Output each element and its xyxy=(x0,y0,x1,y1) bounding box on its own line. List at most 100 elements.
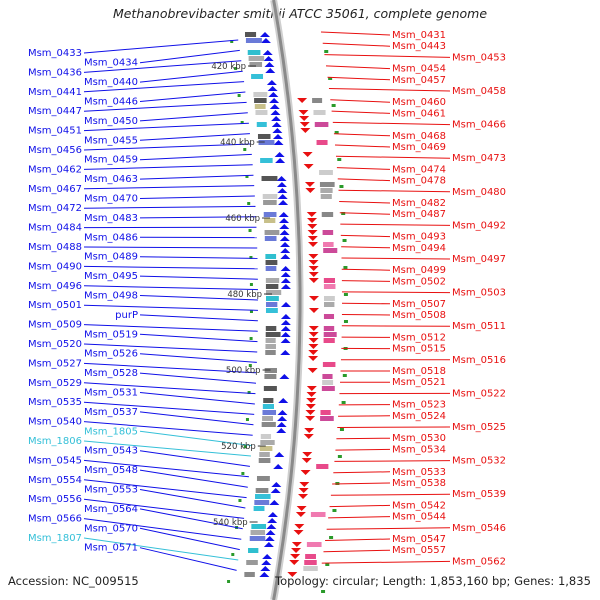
gene-label-left: Msm_0434 xyxy=(84,58,138,69)
plus-gene-arrow xyxy=(280,350,291,355)
minus-gene-arrow xyxy=(305,404,316,409)
right-callout-line xyxy=(339,212,391,215)
gene-block xyxy=(259,452,270,457)
gene-block xyxy=(265,260,278,265)
gene-label-right: Msm_0533 xyxy=(392,467,446,478)
gene-label-left: Msm_1807 xyxy=(28,533,82,544)
gene-label-right: Msm_0443 xyxy=(392,41,446,52)
minus-gene-arrow xyxy=(308,344,319,349)
right-callout-line xyxy=(330,99,391,103)
plus-gene-arrow xyxy=(276,422,287,427)
gene-block xyxy=(305,554,316,559)
guide-dot xyxy=(240,121,244,124)
minus-gene-arrow xyxy=(308,350,319,355)
right-callout-line xyxy=(330,493,451,496)
guide-dot xyxy=(230,40,234,43)
right-callout-line xyxy=(336,437,391,440)
gene-block xyxy=(265,302,278,307)
minus-gene-arrow xyxy=(308,242,319,247)
minus-gene-arrow xyxy=(306,212,317,217)
right-callout-line xyxy=(337,178,391,182)
gene-label-right: Msm_0474 xyxy=(392,164,446,175)
minus-gene-arrow xyxy=(298,110,309,115)
left-callout-line xyxy=(83,60,242,73)
gene-label-left: Msm_0528 xyxy=(84,368,138,379)
gene-block xyxy=(263,398,274,403)
minus-gene-arrow xyxy=(306,386,317,391)
guide-dot xyxy=(334,131,339,134)
plus-gene-arrow xyxy=(278,200,289,205)
minus-gene-arrow xyxy=(304,428,315,433)
plus-gene-arrow xyxy=(278,212,289,217)
left-callout-line xyxy=(139,333,258,343)
minus-gene-arrow xyxy=(307,218,318,223)
minus-gene-arrow xyxy=(308,338,319,343)
gene-block xyxy=(260,440,275,445)
minus-gene-arrow xyxy=(300,128,311,133)
plus-gene-arrow xyxy=(279,374,290,379)
plus-gene-arrow xyxy=(277,416,288,421)
gene-label-left: Msm_0535 xyxy=(28,397,82,408)
left-callout-line xyxy=(83,401,255,415)
gene-label-right: Msm_0478 xyxy=(392,176,446,187)
gene-label-left: Msm_0483 xyxy=(84,213,138,224)
gene-block xyxy=(323,314,335,319)
gene-label-right: Msm_0461 xyxy=(392,108,446,119)
plus-gene-arrow xyxy=(278,398,289,403)
gene-label-right: Msm_0499 xyxy=(392,265,446,276)
plus-gene-arrow xyxy=(275,158,286,163)
gene-block xyxy=(265,326,277,331)
plus-gene-arrow xyxy=(259,32,270,37)
gene-label-left: Msm_0545 xyxy=(28,455,82,466)
gene-label-right: Msm_0507 xyxy=(392,299,446,310)
plus-gene-arrow xyxy=(269,98,280,103)
gene-label-right: Msm_0508 xyxy=(392,310,446,321)
left-callout-line xyxy=(83,498,245,519)
gene-label-left: Msm_0470 xyxy=(84,194,138,205)
minus-gene-arrow xyxy=(298,488,309,493)
left-callout-line xyxy=(139,353,257,363)
guide-dot xyxy=(332,509,337,512)
right-callout-line xyxy=(328,516,391,519)
left-callout-line xyxy=(139,469,248,488)
guide-dot xyxy=(325,563,330,566)
gene-block xyxy=(257,134,271,139)
gene-block xyxy=(306,542,322,547)
plus-gene-arrow xyxy=(267,86,278,91)
left-callout-line xyxy=(139,133,250,141)
gene-label-right: Msm_0480 xyxy=(452,187,506,198)
left-callout-line xyxy=(139,372,257,384)
plus-gene-arrow xyxy=(271,122,282,127)
guide-dot xyxy=(328,77,333,80)
gene-block xyxy=(263,212,277,217)
gene-label-left: Msm_0496 xyxy=(28,281,82,292)
gene-block xyxy=(247,50,261,55)
gene-label-left: Msm_0490 xyxy=(28,261,82,272)
guide-dot xyxy=(341,401,346,404)
minus-gene-arrow xyxy=(299,116,310,121)
right-callout-line xyxy=(326,527,451,530)
right-callout-line xyxy=(338,189,451,193)
gene-label-left: Msm_0543 xyxy=(84,446,138,457)
plus-gene-arrow xyxy=(266,524,277,529)
left-callout-line xyxy=(83,440,251,457)
right-callout-line xyxy=(341,246,391,249)
plus-gene-arrow xyxy=(266,80,277,85)
minus-gene-arrow xyxy=(308,266,319,271)
guide-dot xyxy=(243,148,247,151)
left-callout-line xyxy=(139,527,240,551)
minus-gene-arrow xyxy=(307,224,318,229)
gene-block xyxy=(251,524,267,529)
plus-gene-arrow xyxy=(279,236,290,241)
left-callout-line xyxy=(139,216,256,219)
gene-block xyxy=(265,266,277,271)
guide-dot xyxy=(341,212,346,215)
gene-block xyxy=(255,488,269,493)
guide-dot xyxy=(248,229,252,232)
guide-dot xyxy=(248,364,252,367)
gene-label-left: Msm_0441 xyxy=(28,87,82,98)
left-callout-line xyxy=(139,295,259,301)
gene-block xyxy=(244,572,255,577)
